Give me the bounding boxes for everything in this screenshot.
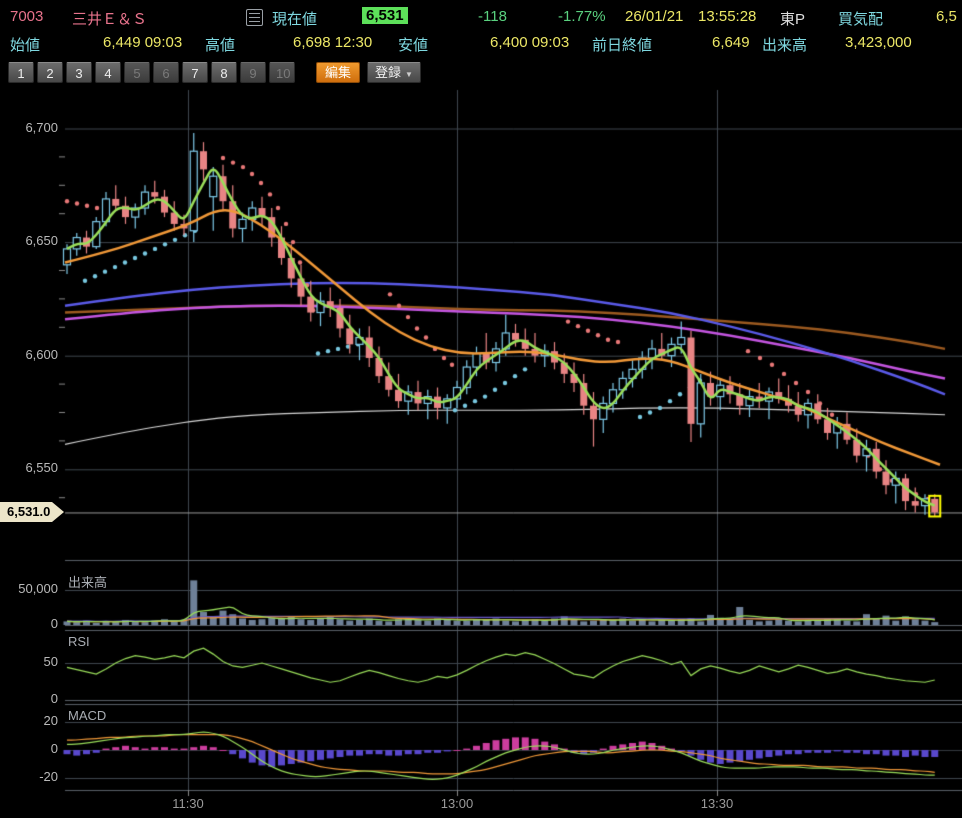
day-volume-value: 3,423,000: [845, 34, 912, 51]
macd-axis-label: -20: [39, 769, 58, 784]
quote-date: 26/01/21: [625, 8, 684, 25]
current-price-label: 現在値: [272, 11, 318, 28]
chevron-down-icon: ▼: [405, 69, 413, 79]
macd-pane-label: MACD: [68, 708, 107, 723]
chart-area: 6,700 6,650 6,600 6,550 6,531.0 出来高 50,0…: [0, 86, 962, 818]
chart-tab-1[interactable]: 1: [8, 61, 34, 83]
stock-code: 7003: [10, 8, 44, 25]
price-axis-label: 6,550: [25, 460, 58, 475]
price-axis-label: 6,600: [25, 347, 58, 362]
low-label: 安値: [398, 37, 429, 54]
high-value: 6,698 12:30: [293, 34, 373, 51]
current-price-value: 6,531: [362, 7, 408, 24]
chart-tab-2[interactable]: 2: [37, 61, 63, 83]
open-value: 6,449 09:03: [103, 34, 183, 51]
time-axis-label: 13:00: [440, 796, 474, 811]
bid-label: 買気配: [838, 11, 884, 28]
market-segment: 東P: [780, 11, 806, 28]
quote-header: 7003 三井Ｅ＆Ｓ 現在値 6,531 -118 -1.77% 26/01/2…: [0, 0, 962, 58]
bid-value: 6,5: [936, 8, 957, 25]
price-change: -118: [478, 8, 507, 25]
time-axis-label: 13:30: [700, 796, 734, 811]
price-change-pct: -1.77%: [558, 8, 606, 25]
chart-tab-7[interactable]: 7: [182, 61, 208, 83]
quote-time: 13:55:28: [698, 8, 757, 25]
time-axis-label: 11:30: [172, 796, 204, 811]
current-price-tag: 6,531.0: [0, 502, 64, 522]
quote-board-icon[interactable]: [246, 9, 263, 30]
chart-tab-4[interactable]: 4: [95, 61, 121, 83]
day-volume-label: 出来高: [762, 37, 808, 54]
chart-tab-8[interactable]: 8: [211, 61, 237, 83]
rsi-axis-label: 50: [43, 654, 58, 669]
macd-axis-label: 0: [50, 741, 58, 756]
price-axis-label: 6,650: [25, 233, 58, 248]
stock-name[interactable]: 三井Ｅ＆Ｓ: [72, 11, 148, 28]
chart-tab-10: 10: [269, 61, 295, 83]
register-button[interactable]: 登録 ▼: [367, 61, 421, 83]
price-chart-canvas[interactable]: [0, 86, 962, 818]
volume-pane-label: 出来高: [68, 575, 108, 590]
chart-tab-group: 1 2 3 4 5 6 7 8 9 10: [8, 61, 298, 83]
chart-tab-3[interactable]: 3: [66, 61, 92, 83]
chart-toolbar: 1 2 3 4 5 6 7 8 9 10 編集 登録 ▼: [0, 58, 962, 86]
register-button-label: 登録: [375, 64, 402, 80]
chart-tab-9: 9: [240, 61, 266, 83]
macd-axis-label: 20: [43, 713, 58, 728]
rsi-axis-label: 0: [50, 691, 58, 706]
volume-axis-label: 50,000: [18, 581, 58, 596]
chart-tab-5: 5: [124, 61, 150, 83]
prev-close-value: 6,649: [712, 34, 750, 51]
open-label: 始値: [10, 37, 41, 54]
low-value: 6,400 09:03: [490, 34, 570, 51]
rsi-pane-label: RSI: [68, 634, 90, 649]
high-label: 高値: [205, 37, 236, 54]
chart-tab-6: 6: [153, 61, 179, 83]
prev-close-label: 前日終値: [592, 37, 653, 54]
price-axis-label: 6,700: [25, 120, 58, 135]
edit-button[interactable]: 編集: [316, 61, 361, 83]
volume-axis-label: 0: [50, 616, 58, 631]
